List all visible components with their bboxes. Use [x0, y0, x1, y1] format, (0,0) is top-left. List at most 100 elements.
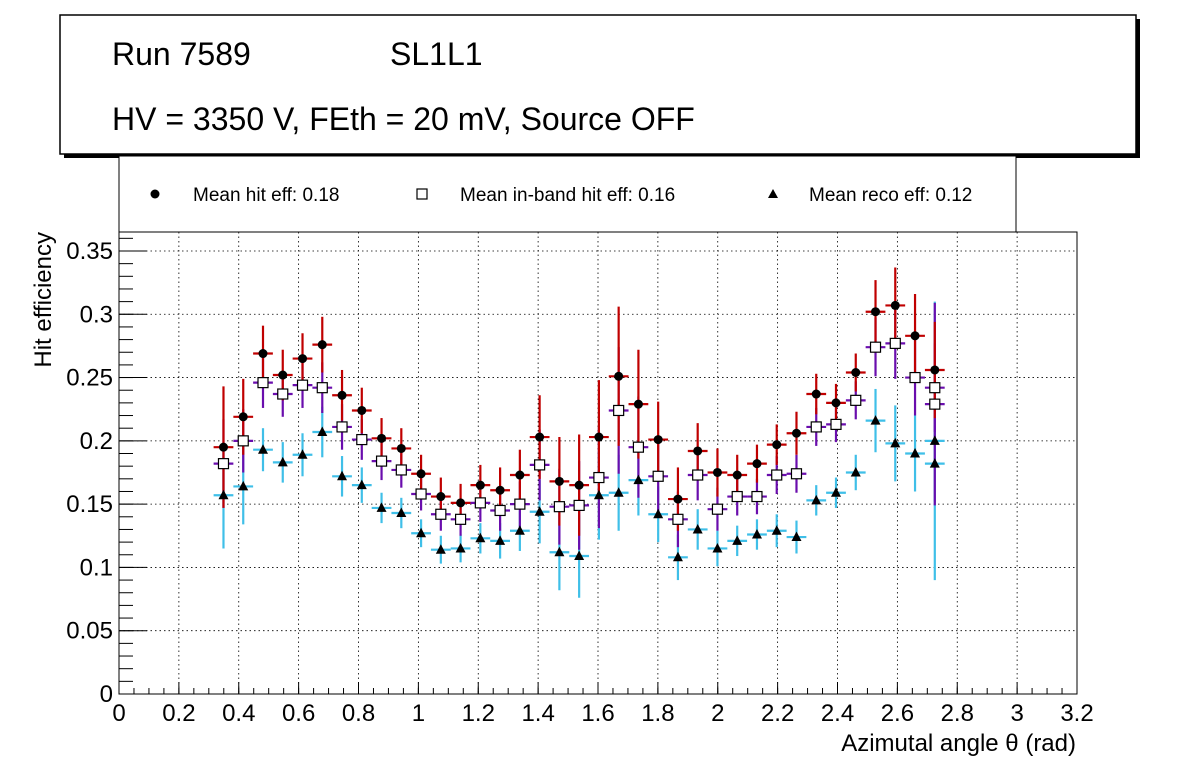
- hit-eff-point: [337, 390, 347, 400]
- inband-eff-point: [790, 468, 803, 480]
- hit-eff-point: [298, 354, 308, 364]
- x-tick-label: 2: [711, 700, 724, 727]
- x-tick-label: 0: [112, 700, 125, 727]
- inband-eff-point: [652, 470, 664, 482]
- legend-marker-inband: [416, 188, 428, 200]
- inband-eff-point: [909, 371, 921, 384]
- inband-eff-point: [731, 490, 743, 503]
- x-tick-label: 1.2: [462, 700, 495, 727]
- inband-eff-point: [692, 469, 704, 481]
- inband-eff-point: [929, 382, 941, 394]
- reco-eff-point: [495, 535, 506, 545]
- hit-eff-point: [535, 432, 545, 442]
- inband-eff-point: [257, 377, 269, 389]
- hit-eff-point: [930, 365, 940, 375]
- hit-eff-point: [653, 435, 663, 445]
- inband-eff-point: [435, 508, 447, 520]
- reco-eff-point: [929, 458, 940, 468]
- title-layer: SL1L1: [390, 36, 483, 72]
- x-tick-label: 0.2: [162, 700, 195, 727]
- hit-eff-point: [712, 467, 722, 477]
- x-tick-label: 2.4: [821, 700, 854, 727]
- inband-eff-point: [296, 379, 309, 391]
- hit-eff-point: [416, 469, 426, 479]
- hit-eff-point: [633, 399, 643, 409]
- hit-eff-point: [278, 370, 288, 380]
- reco-eff-point: [317, 426, 328, 436]
- hit-eff-point: [357, 405, 367, 415]
- reco-eff-point: [751, 529, 762, 539]
- reco-eff-point: [633, 474, 644, 485]
- inband-eff-point: [395, 464, 407, 476]
- reco-eff-point: [356, 479, 367, 490]
- inband-eff-point: [632, 441, 645, 453]
- x-tick-label: 1.6: [581, 700, 614, 727]
- reco-eff-point: [514, 525, 525, 535]
- hit-eff-point: [831, 398, 841, 408]
- hit-eff-point: [772, 440, 782, 450]
- inband-eff-point: [474, 497, 486, 509]
- reco-eff-point: [455, 542, 466, 553]
- reco-eff-point: [712, 542, 723, 553]
- inband-eff-point: [929, 398, 941, 410]
- hit-eff-point: [456, 498, 466, 508]
- reco-eff-point: [791, 531, 802, 542]
- reco-eff-point: [396, 507, 407, 517]
- hit-eff-point: [377, 433, 387, 443]
- inband-eff-point: [889, 337, 901, 349]
- reco-eff-point: [870, 415, 881, 425]
- x-tick-label: 3: [1010, 700, 1023, 727]
- reco-eff-point: [831, 487, 842, 497]
- title-run: Run 7589: [112, 36, 251, 72]
- y-tick-label: 0.1: [80, 554, 113, 581]
- hit-eff-point: [791, 428, 801, 438]
- reco-eff-point: [890, 437, 901, 448]
- x-tick-label: 0.8: [342, 700, 375, 727]
- reco-eff-point: [297, 449, 308, 459]
- reco-eff-point: [238, 480, 249, 491]
- hit-eff-point: [673, 494, 683, 504]
- inband-eff-point: [316, 382, 328, 394]
- inband-eff-point: [751, 490, 763, 503]
- hit-eff-point: [238, 412, 248, 422]
- reco-eff-point: [910, 448, 921, 458]
- legend-marker-reco: [768, 189, 778, 198]
- reco-eff-point: [376, 502, 387, 512]
- x-tick-label: 0.4: [222, 700, 255, 727]
- inband-eff-point: [356, 433, 368, 446]
- reco-eff-point: [613, 487, 624, 497]
- reco-eff-point: [929, 435, 940, 445]
- reco-eff-point: [672, 551, 683, 562]
- x-tick-label: 2.6: [881, 700, 914, 727]
- reco-eff-point: [732, 535, 743, 545]
- hit-eff-point: [495, 485, 505, 495]
- y-tick-label: 0: [100, 681, 113, 708]
- reco-eff-point: [475, 532, 486, 543]
- hit-eff-point: [614, 371, 624, 381]
- inband-eff-point: [711, 503, 724, 515]
- x-tick-label: 1: [412, 700, 425, 727]
- title-box: Run 7589 SL1L1 HV = 3350 V, FEth = 20 mV…: [59, 14, 1140, 158]
- legend-label-hit: Mean hit eff: 0.18: [193, 185, 339, 206]
- hit-eff-point: [436, 492, 446, 502]
- hit-eff-point: [871, 307, 881, 317]
- inband-eff-point: [869, 341, 882, 353]
- inband-eff-point: [277, 388, 289, 400]
- grid: [119, 232, 1077, 694]
- hit-eff-point: [317, 340, 327, 350]
- hit-eff-point: [258, 349, 268, 359]
- legend-marker-hit: [150, 189, 160, 199]
- y-tick-label: 0.35: [66, 238, 113, 265]
- hit-eff-point: [890, 300, 900, 310]
- legend-label-inband: Mean in-band hit eff: 0.16: [460, 185, 675, 206]
- reco-eff-point: [811, 494, 822, 505]
- y-axis-label: Hit efficiency: [30, 232, 57, 368]
- hit-eff-point: [218, 442, 228, 452]
- legend: Mean hit eff: 0.18 Mean in-band hit eff:…: [118, 155, 1017, 233]
- hit-eff-point: [475, 480, 485, 490]
- inband-eff-point: [672, 513, 684, 525]
- hit-eff-point: [732, 470, 742, 480]
- x-tick-label: 2.2: [761, 700, 794, 727]
- inband-eff-point: [375, 455, 388, 467]
